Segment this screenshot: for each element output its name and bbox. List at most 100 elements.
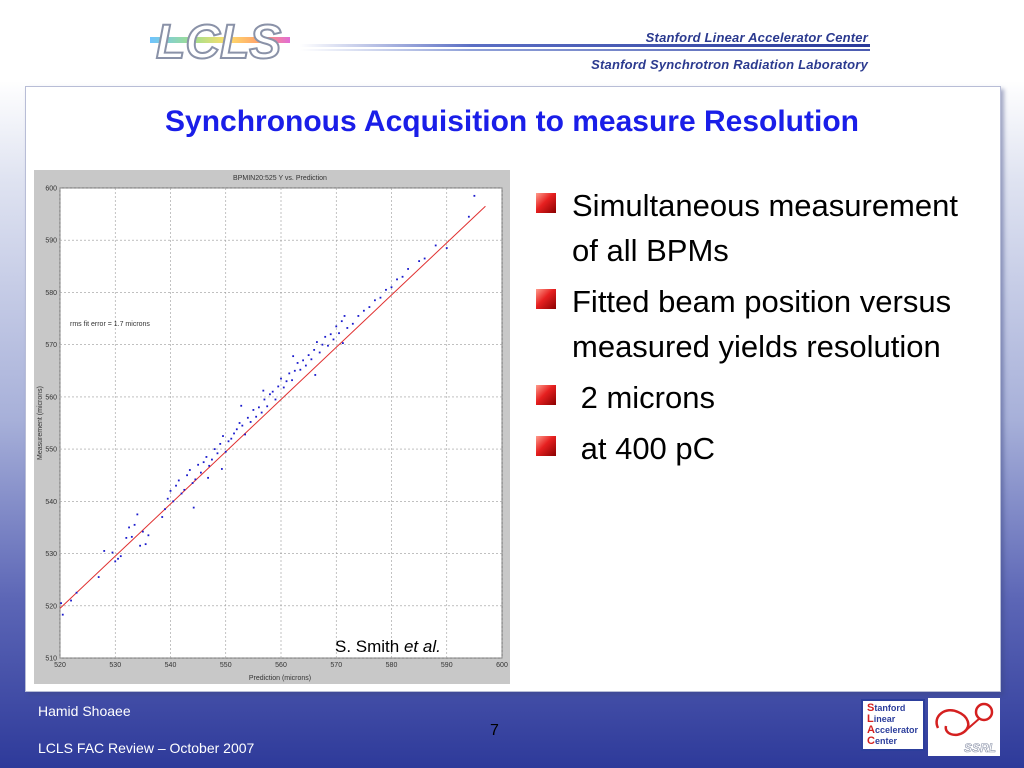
x-tick-label: 530: [109, 662, 121, 669]
ssrl-logo: SSRL: [928, 698, 1000, 756]
data-point: [169, 489, 172, 492]
data-point: [144, 543, 147, 546]
data-point: [385, 288, 387, 291]
y-tick-label: 580: [45, 290, 57, 297]
data-point: [423, 257, 426, 260]
data-point: [314, 374, 317, 376]
data-point: [164, 508, 166, 511]
data-point: [161, 516, 164, 518]
data-point: [97, 576, 100, 578]
data-point: [128, 526, 130, 529]
x-tick-label: 570: [330, 662, 342, 669]
data-point: [139, 544, 142, 547]
y-tick-label: 570: [45, 342, 57, 349]
data-point: [180, 492, 183, 495]
data-point: [343, 315, 346, 317]
x-tick-label: 550: [220, 662, 232, 669]
y-tick-label: 600: [45, 186, 57, 193]
data-point: [296, 362, 299, 364]
bullet-square-icon: [536, 436, 556, 456]
y-tick-label: 590: [45, 238, 57, 245]
bullet-text: Fitted beam position versus measured yie…: [572, 284, 952, 364]
lcls-logo-text: LCLS: [156, 16, 281, 66]
data-point: [117, 557, 119, 560]
y-tick-label: 560: [45, 394, 57, 401]
data-point: [262, 389, 265, 392]
data-point: [219, 442, 222, 445]
data-point: [390, 286, 393, 289]
data-point: [202, 461, 205, 464]
data-point: [208, 464, 211, 467]
data-point: [244, 433, 246, 436]
bullet-item: Simultaneous measurement of all BPMs: [536, 183, 966, 273]
y-tick-label: 550: [45, 447, 57, 454]
data-point: [252, 409, 255, 411]
org-name-ssrl: Stanford Synchrotron Radiation Laborator…: [591, 57, 868, 72]
data-point: [183, 488, 186, 491]
data-point: [233, 432, 235, 435]
data-point: [130, 535, 133, 538]
x-axis-label: Prediction (microns): [249, 675, 311, 682]
data-point: [302, 359, 304, 362]
data-point: [136, 513, 139, 516]
slide-title: Synchronous Acquisition to measure Resol…: [165, 105, 859, 138]
header-rule: [300, 44, 870, 47]
data-point: [230, 437, 233, 440]
bullet-item: 2 microns: [536, 375, 966, 420]
data-point: [346, 327, 349, 329]
slac-logo: Stanford Linear Accelerator Center: [861, 699, 925, 751]
data-point: [374, 299, 376, 302]
data-point: [166, 497, 169, 500]
data-point: [299, 368, 302, 371]
data-point: [249, 421, 252, 423]
data-point: [329, 333, 332, 336]
x-tick-label: 560: [275, 662, 287, 669]
bullet-square-icon: [536, 289, 556, 309]
x-tick-label: 590: [441, 662, 453, 669]
data-point: [186, 474, 188, 477]
x-tick-label: 520: [54, 662, 66, 669]
data-point: [332, 338, 335, 341]
scatter-plot: BPMIN20:525 Y vs. Prediction 520 530 540 55…: [34, 170, 510, 684]
data-point: [241, 424, 244, 427]
data-point: [318, 351, 321, 354]
data-point: [351, 322, 354, 325]
y-tick-label: 510: [45, 656, 57, 663]
plot-area: [59, 187, 503, 659]
data-point: [266, 405, 269, 408]
data-point: [111, 551, 114, 554]
data-point: [357, 315, 360, 317]
data-point: [321, 343, 324, 346]
bullet-text: Simultaneous measurement of all BPMs: [572, 188, 958, 268]
data-point: [224, 450, 227, 453]
ssrl-logo-text: SSRL: [964, 741, 996, 755]
data-point: [199, 471, 202, 474]
data-point: [434, 244, 437, 247]
data-point: [280, 377, 282, 380]
data-point: [125, 536, 128, 539]
data-point: [271, 390, 274, 393]
data-point: [177, 479, 180, 482]
bullet-text: 2 microns: [572, 380, 715, 415]
data-point: [340, 320, 343, 323]
data-point: [341, 342, 344, 344]
data-point: [313, 348, 316, 351]
x-tick-label: 600: [496, 662, 508, 669]
data-point: [197, 463, 200, 466]
data-point: [263, 398, 266, 401]
bullet-item: Fitted beam position versus measured yie…: [536, 279, 966, 369]
data-point: [293, 369, 296, 372]
data-point: [103, 550, 106, 552]
data-point: [310, 358, 313, 361]
data-point: [147, 534, 150, 537]
org-name-slac: Stanford Linear Accelerator Center: [645, 30, 868, 45]
data-point: [238, 422, 241, 424]
data-point: [418, 260, 421, 263]
data-point: [445, 247, 448, 249]
data-point: [258, 406, 260, 409]
data-point: [60, 602, 63, 605]
data-point: [473, 194, 476, 197]
data-point: [327, 344, 329, 347]
data-point: [467, 215, 470, 218]
credit-etal: et al.: [403, 637, 441, 656]
